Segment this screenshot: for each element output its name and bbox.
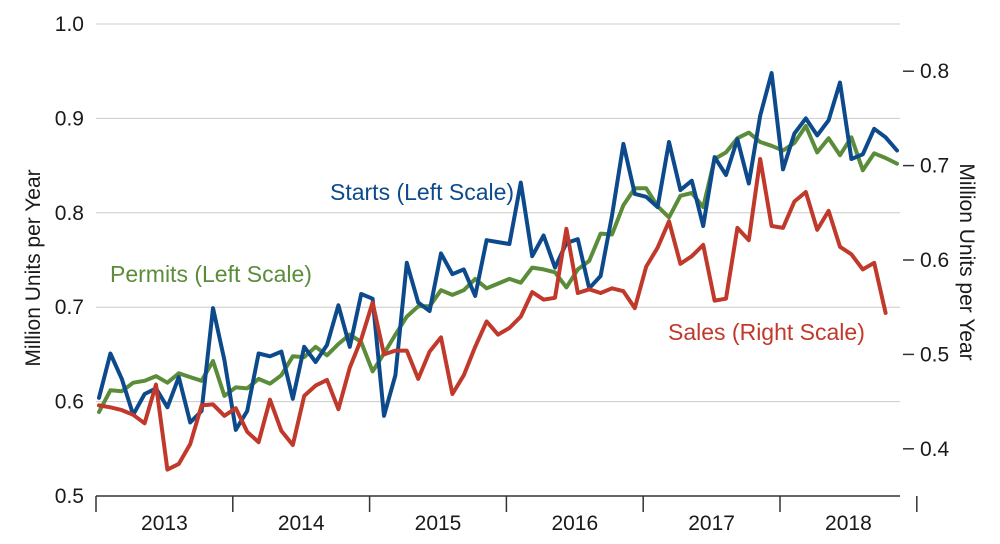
axis-layer: 0.5 0.6 0.7 0.8 0.9 1.0 0.4 0.5 0.6 0.7 0.8 2013 201…: [55, 13, 950, 535]
x-tick-label-2013: 2013: [141, 512, 188, 535]
series-layer: [97, 71, 899, 472]
right-tick-label-0.5: 0.5: [920, 343, 949, 366]
left-tick-label-0.9: 0.9: [55, 107, 84, 130]
right-tick-label-0.7: 0.7: [920, 155, 949, 178]
series-line-starts: [97, 71, 899, 432]
series-line-sales: [97, 157, 888, 472]
left-axis-title: Million Units per Year: [22, 169, 45, 366]
right-tick-label-0.8: 0.8: [920, 60, 949, 83]
left-tick-label-0.6: 0.6: [55, 391, 84, 414]
x-tick-label-2014: 2014: [278, 512, 325, 535]
left-tick-label-0.5: 0.5: [55, 485, 84, 508]
left-tick-label-0.8: 0.8: [55, 202, 84, 225]
label-layer: Million Units per Year Million Units per…: [22, 163, 978, 366]
x-tick-label-2018: 2018: [825, 512, 872, 535]
x-tick-label-2017: 2017: [688, 512, 735, 535]
right-tick-label-0.6: 0.6: [920, 249, 949, 272]
left-tick-label-0.7: 0.7: [55, 296, 84, 319]
left-tick-label-1.0: 1.0: [55, 13, 84, 36]
x-tick-label-2015: 2015: [415, 512, 462, 535]
x-tick-label-2016: 2016: [551, 512, 598, 535]
starts-series-label: Starts (Left Scale): [330, 179, 514, 205]
right-tick-label-0.4: 0.4: [920, 438, 950, 461]
series-line-permits: [97, 124, 899, 414]
sales-series-label: Sales (Right Scale): [668, 319, 865, 345]
grid-layer: [96, 23, 900, 403]
permits-series-label: Permits (Left Scale): [110, 261, 312, 287]
right-axis-title: Million Units per Year: [955, 163, 978, 360]
